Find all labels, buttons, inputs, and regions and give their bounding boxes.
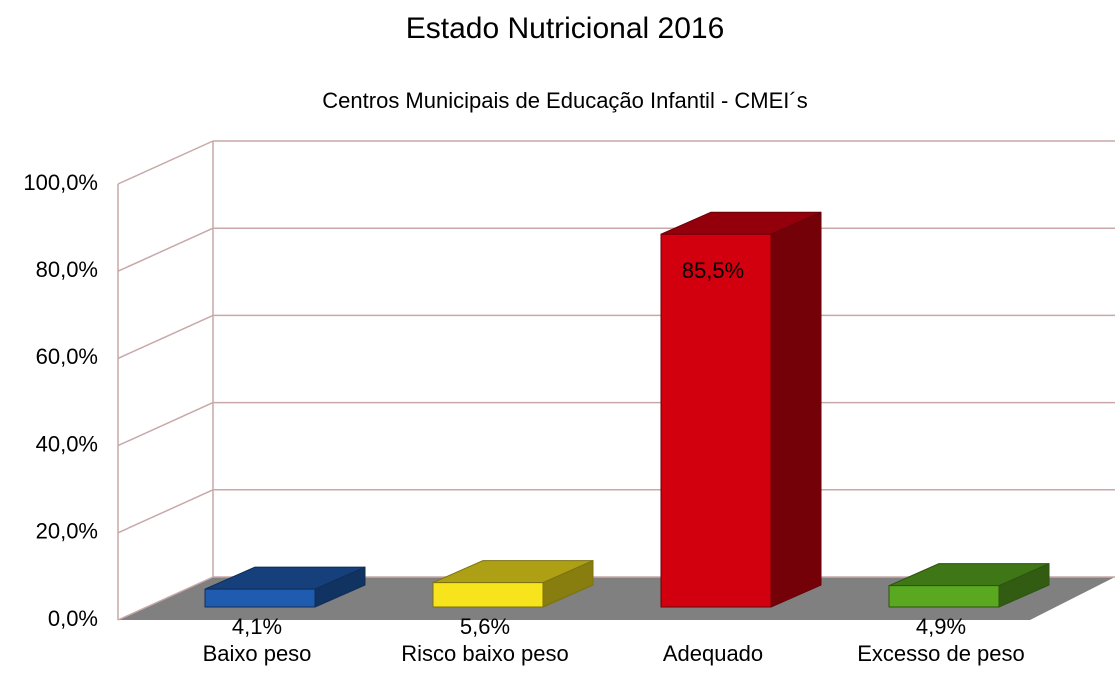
y-tick-label: 20,0% (36, 519, 98, 544)
bar (888, 563, 1050, 608)
x-tick-label: Excesso de peso (857, 641, 1025, 666)
floor (118, 577, 1115, 620)
y-tick-label: 100,0% (23, 170, 98, 195)
x-tick-label: Adequado (663, 641, 763, 666)
y-tick-label: 80,0% (36, 257, 98, 282)
bar (432, 560, 594, 608)
y-tick-label: 0,0% (48, 606, 98, 631)
x-tick-label: Risco baixo peso (401, 641, 569, 666)
side-grid-line (117, 401, 214, 447)
side-grid-line (117, 489, 214, 534)
chart-title: Estado Nutricional 2016 (406, 12, 725, 45)
bar-front (888, 585, 1000, 608)
bar-front (660, 233, 772, 608)
side-grid-line (117, 314, 214, 360)
value-label: 5,6% (460, 614, 510, 639)
value-label: 4,1% (232, 614, 282, 639)
side-grid-line (117, 576, 214, 621)
side-grid-line (117, 227, 214, 272)
y-tick-label: 60,0% (36, 344, 98, 369)
bar-front (204, 588, 316, 608)
value-label: 4,9% (916, 614, 966, 639)
chart-subtitle: Centros Municipais de Educação Infantil … (322, 88, 807, 113)
bar (204, 566, 366, 608)
side-grid-line (117, 140, 214, 185)
bar-front (432, 582, 544, 608)
bar-side (770, 211, 822, 608)
y-tick-label: 40,0% (36, 431, 98, 456)
bar (660, 211, 822, 608)
x-tick-label: Baixo peso (203, 641, 312, 666)
value-label: 85,5% (682, 258, 744, 283)
